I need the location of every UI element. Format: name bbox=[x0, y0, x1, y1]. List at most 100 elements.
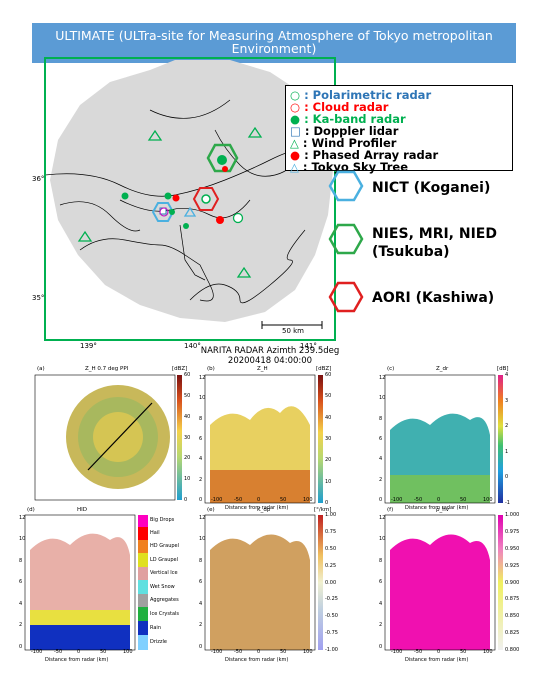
panel-a-tag: (a) bbox=[37, 366, 45, 372]
colorbar-tick-label: 0.75 bbox=[325, 528, 337, 535]
hid-label-drizzle: Drizzle bbox=[150, 639, 168, 645]
colorbar-tick-label: 0 bbox=[184, 497, 188, 503]
y-tick-label: 0 bbox=[199, 643, 203, 650]
hid-label-big-drops: Big Drops bbox=[150, 517, 175, 523]
colorbar-tick-label: 4 bbox=[505, 372, 509, 378]
panel-e-title: K_dp bbox=[257, 507, 271, 513]
x-tick-label: -100 bbox=[391, 497, 403, 503]
banner-line-2: Environment) bbox=[231, 41, 317, 56]
xlabel-c: Distance from radar (km) bbox=[405, 505, 469, 511]
y-tick-label: 2 bbox=[379, 476, 383, 483]
lon-label-141: 141° bbox=[300, 342, 317, 350]
panel-b-unit: [dBZ] bbox=[316, 366, 332, 372]
colorbar-tick-label: 50 bbox=[325, 393, 332, 400]
y-tick-label: 6 bbox=[199, 579, 203, 586]
y-tick-label: 8 bbox=[379, 557, 383, 564]
x-tick-label: 0 bbox=[437, 649, 441, 655]
lon-label-140: 140° bbox=[184, 342, 201, 350]
banner-line-1: ULTIMATE (ULTra-site for Measuring Atmos… bbox=[55, 28, 493, 43]
y-tick-label: 4 bbox=[379, 600, 383, 607]
radar-title-line-1: NARITA RADAR Azimth 239.5deg bbox=[200, 346, 340, 356]
xlabel-b: Distance from radar (km) bbox=[225, 505, 289, 511]
y-tick-label: 10 bbox=[379, 395, 386, 402]
colorbar-tick-label: -0.75 bbox=[325, 630, 338, 637]
panel-f-tag: (f) bbox=[387, 507, 394, 513]
y-tick-label: 6 bbox=[379, 579, 383, 586]
triangle-icon: △ bbox=[290, 136, 299, 150]
x-tick-label: 50 bbox=[280, 497, 287, 503]
hid-label-aggregates: Aggregates bbox=[150, 597, 179, 603]
x-tick-label: -50 bbox=[234, 497, 243, 503]
colorbar-tick-label: 30 bbox=[325, 436, 332, 442]
hid-label-ld-graupel: LD Graupel bbox=[150, 557, 179, 563]
panel-f-title: ρ_hv bbox=[436, 507, 449, 513]
panel-c-title: Z_dr bbox=[436, 366, 449, 372]
x-tick-label: 50 bbox=[460, 649, 467, 655]
y-tick-label: 2 bbox=[379, 622, 383, 629]
x-tick-label: -50 bbox=[234, 649, 243, 655]
y-tick-label: 10 bbox=[379, 536, 386, 543]
site-label-tsukuba: (Tsukuba) bbox=[372, 244, 450, 260]
y-tick-label: 10 bbox=[199, 536, 206, 543]
panel-a-unit: [dBZ] bbox=[172, 366, 188, 372]
title-banner: ULTIMATE (ULTra-site for Measuring Atmos… bbox=[32, 23, 516, 63]
x-tick-label: 100 bbox=[303, 497, 313, 503]
y-tick-label: 4 bbox=[199, 456, 203, 463]
colorbar-tick-label: 0.50 bbox=[325, 545, 337, 552]
y-tick-label: 8 bbox=[19, 557, 23, 564]
square-icon: □ bbox=[290, 124, 301, 138]
y-tick-label: 0 bbox=[19, 643, 23, 650]
y-tick-label: 8 bbox=[199, 557, 203, 564]
y-tick-label: 2 bbox=[19, 622, 23, 629]
y-tick-label: 8 bbox=[379, 415, 383, 422]
colorbar-tick-label: 0.825 bbox=[505, 630, 520, 637]
colorbar-tick-label: 50 bbox=[184, 392, 191, 399]
colorbar-tick-label: 0.900 bbox=[505, 579, 520, 586]
x-tick-label: 50 bbox=[280, 649, 287, 655]
colorbar-tick-label: 30 bbox=[184, 434, 191, 441]
x-tick-label: 0 bbox=[257, 649, 261, 655]
colorbar-tick-label: -1.00 bbox=[325, 647, 338, 653]
colorbar-tick-label: 0.00 bbox=[325, 579, 337, 586]
x-tick-label: -50 bbox=[414, 649, 423, 655]
radar-panels bbox=[24, 374, 503, 651]
lat-label-35: 35° bbox=[32, 294, 45, 302]
colorbar-tick-label: 0.850 bbox=[505, 613, 520, 620]
panel-b-tag: (b) bbox=[207, 366, 215, 372]
y-tick-label: 8 bbox=[199, 415, 203, 422]
colorbar-tick-label: 1.000 bbox=[505, 512, 520, 518]
y-tick-label: 6 bbox=[19, 579, 23, 586]
hid-label-vertical-ice: Vertical Ice bbox=[150, 570, 178, 576]
colorbar-tick-label: 60 bbox=[325, 372, 332, 378]
colorbar-tick-label: 10 bbox=[184, 476, 191, 483]
scale-label: 50 km bbox=[282, 327, 305, 335]
x-tick-label: 50 bbox=[460, 497, 467, 503]
legend-item-cloud: ○ : Cloud radar bbox=[290, 100, 389, 114]
legend-item-skytree: △ : Tokyo Sky Tree bbox=[290, 160, 409, 174]
colorbar-tick-label: -1 bbox=[505, 500, 510, 506]
panel-c-tag: (c) bbox=[387, 366, 395, 372]
triangle-icon: △ bbox=[290, 160, 299, 174]
y-tick-label: 2 bbox=[199, 622, 203, 629]
radar-title: NARITA RADAR Azimth 239.5deg 20200418 04… bbox=[170, 346, 370, 366]
panel-c-unit: [dB] bbox=[497, 366, 509, 372]
instrument-markers bbox=[77, 126, 263, 278]
colorbar-tick-label: 40 bbox=[325, 414, 332, 421]
legend-item-polarimetric: ○ : Polarimetric radar bbox=[290, 88, 432, 102]
y-tick-label: 4 bbox=[19, 600, 23, 607]
y-tick-label: 12 bbox=[199, 515, 206, 521]
x-tick-label: 100 bbox=[483, 649, 493, 655]
colorbar-tick-label: 3 bbox=[505, 397, 509, 404]
site-hexagons bbox=[328, 170, 364, 313]
map-frame bbox=[44, 57, 336, 341]
lat-label-36: 36° bbox=[32, 175, 45, 183]
hid-label-wet-snow: Wet Snow bbox=[150, 584, 175, 590]
circle-icon: ○ bbox=[290, 100, 301, 114]
panel-a-title: Z_H 0.7 deg PPI bbox=[85, 366, 129, 372]
x-tick-label: -100 bbox=[31, 649, 43, 655]
panel-d-tag: (d) bbox=[27, 507, 35, 513]
xlabel-f: Distance from radar (km) bbox=[405, 657, 469, 663]
filled-circle-icon: ● bbox=[290, 112, 301, 126]
colorbar-tick-label: -0.25 bbox=[325, 596, 338, 603]
colorbar-tick-label: 0.950 bbox=[505, 545, 520, 552]
